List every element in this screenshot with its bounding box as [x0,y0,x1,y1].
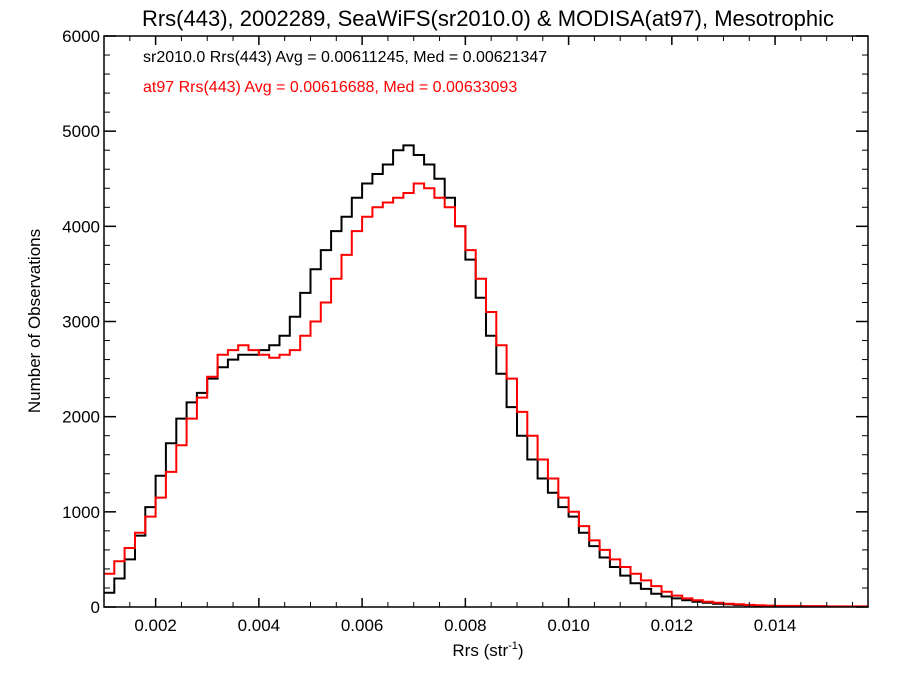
annotation-at97: at97 Rrs(443) Avg = 0.00616688, Med = 0.… [143,79,517,96]
y-tick-label: 6000 [62,27,100,46]
y-axis-label: Number of Observations [25,229,44,413]
x-tick-label: 0.008 [444,616,487,635]
x-tick-label: 0.006 [341,616,384,635]
annotation-sr2010: sr2010.0 Rrs(443) Avg = 0.00611245, Med … [143,49,547,66]
y-tick-label: 0 [91,598,100,617]
chart-title: Rrs(443), 2002289, SeaWiFS(sr2010.0) & M… [142,6,834,31]
y-tick-label: 5000 [62,122,100,141]
x-tick-label: 0.004 [238,616,281,635]
y-tick-label: 1000 [62,503,100,522]
x-tick-label: 0.012 [651,616,694,635]
series-line-at97 [104,182,869,608]
x-tick-label: 0.014 [754,616,797,635]
y-tick-label: 4000 [62,217,100,236]
x-tick-label: 0.002 [134,616,177,635]
x-tick-label: 0.010 [547,616,590,635]
y-tick-label: 3000 [62,313,100,332]
axes: 0.002 0.004 0.006 0.008 0.010 0.012 0.014 0 1000… [62,27,869,635]
y-tick-label: 2000 [62,408,100,427]
x-axis-label: Rrs (str-1) [452,640,523,660]
plot-area [104,144,869,608]
